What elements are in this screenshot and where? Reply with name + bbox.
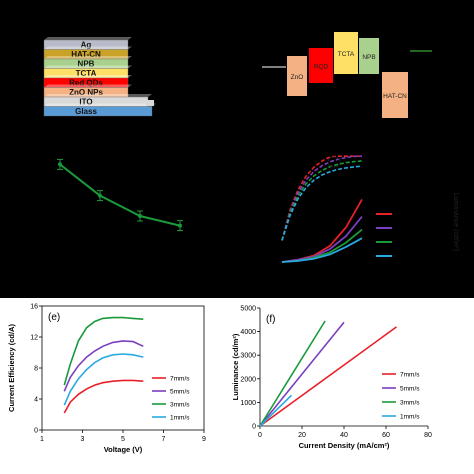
series-line xyxy=(259,321,345,427)
y-tick-label: 8 xyxy=(34,366,38,373)
stack-layer-top xyxy=(44,94,152,97)
y-tick-label: 1000 xyxy=(240,400,256,407)
series-line xyxy=(63,340,144,392)
energy-box xyxy=(309,48,333,83)
legend-label: 5mm/s xyxy=(170,389,190,396)
y-axis-label: Luminance (cd/m²) xyxy=(232,333,240,400)
energy-box xyxy=(334,32,358,74)
y-tick-label: 4 xyxy=(34,397,38,404)
energy-box-label: ZnO xyxy=(291,74,304,81)
middle-charts: Luminance (cd/m²) xyxy=(57,155,459,263)
legend-label: 5mm/s xyxy=(400,386,420,393)
series-line xyxy=(59,163,181,227)
energy-box xyxy=(287,56,307,96)
data-point xyxy=(98,193,102,198)
stack-layer-top xyxy=(44,56,132,59)
x-tick-label: 80 xyxy=(424,432,432,439)
x-tick-label: 0 xyxy=(258,432,262,439)
stack-layer-top xyxy=(44,84,132,88)
legend-label: 7mm/s xyxy=(400,372,420,379)
energy-box xyxy=(382,72,408,118)
y-tick-label: 5000 xyxy=(240,306,256,313)
y-tick-label: 16 xyxy=(30,304,38,311)
x-tick-label: 7 xyxy=(162,436,166,443)
stack-layer xyxy=(43,106,153,117)
series-dashed-line xyxy=(281,155,362,241)
series-line xyxy=(63,353,144,406)
plot-frame xyxy=(41,305,205,431)
series-dashed-line xyxy=(281,160,363,241)
legend-label: 3mm/s xyxy=(400,400,420,407)
stack-layer-label: ITO xyxy=(79,98,92,107)
y-tick-label: 12 xyxy=(30,335,38,342)
stack-layer-top xyxy=(44,103,156,107)
side-axis-label: Luminance (cd/m²) xyxy=(452,193,459,251)
series-line xyxy=(259,320,326,427)
x-tick-label: 40 xyxy=(340,432,348,439)
data-point xyxy=(138,214,142,218)
series-line xyxy=(281,237,363,263)
panel-e-bg xyxy=(0,298,232,474)
legend-label: 1mm/s xyxy=(170,415,190,422)
x-tick-label: 5 xyxy=(121,436,125,443)
series-line xyxy=(281,216,363,263)
chart-middle-left xyxy=(57,158,183,232)
series-line xyxy=(63,379,144,414)
stack-layer-top xyxy=(44,46,132,50)
y-tick-label: 0 xyxy=(252,424,256,431)
stack-layer-label: Glass xyxy=(75,107,97,116)
panel-f-bg xyxy=(232,298,474,474)
energy-box-label: RQD xyxy=(314,64,329,71)
y-tick-label: 2000 xyxy=(240,376,256,383)
y-tick-label: 0 xyxy=(34,428,38,435)
chart-middle-right xyxy=(281,155,392,263)
y-tick-label: 3000 xyxy=(240,353,256,360)
stack-layer-label: Red QDs xyxy=(69,79,103,88)
stack-layer-label: NPB xyxy=(78,60,95,69)
chart-f: 0 20 40 60 80 0 1000 2000 3000 4000 5000 Current De… xyxy=(232,306,432,451)
series-line xyxy=(259,326,397,427)
contact-tab xyxy=(146,100,154,106)
x-axis-label: Current Density (mA/cm²) xyxy=(299,441,390,450)
energy-box-label: TCTA xyxy=(338,51,355,58)
x-tick-label: 60 xyxy=(382,432,390,439)
energy-box-label: HAT-CN xyxy=(383,93,407,100)
energy-box-label: NPB xyxy=(362,54,375,61)
legend-label: 1mm/s xyxy=(400,414,420,421)
series-dashed-line xyxy=(281,165,363,241)
stack-layer-top xyxy=(44,37,132,40)
y-tick-label: 4000 xyxy=(240,329,256,336)
stack-layer-label: HAT-CN xyxy=(71,50,101,59)
stack-layer-label: Ag xyxy=(81,41,92,50)
data-point xyxy=(178,223,182,228)
series-line xyxy=(63,316,144,386)
x-tick-label: 1 xyxy=(40,436,44,443)
x-tick-label: 3 xyxy=(81,436,85,443)
x-axis-label: Voltage (V) xyxy=(104,445,143,454)
legend-label: 3mm/s xyxy=(170,402,190,409)
chart-e: 1 3 5 7 9 0 4 8 12 16 Voltage (V) Current Efficienc… xyxy=(7,304,206,455)
x-tick-label: 20 xyxy=(298,432,306,439)
data-point xyxy=(58,162,62,167)
x-tick-label: 9 xyxy=(202,436,206,443)
series-dashed-line xyxy=(281,155,363,241)
stack-layer-label: TCTA xyxy=(76,69,97,78)
stack-layer-top xyxy=(44,65,132,69)
panel-label: (e) xyxy=(48,312,60,323)
energy-level-diagram: ZnO RQD TCTA NPB HAT-CN xyxy=(262,32,432,118)
series-line xyxy=(259,394,293,427)
stack-layer-top xyxy=(44,75,132,78)
energy-box xyxy=(359,38,379,74)
annotation-circle xyxy=(327,156,341,168)
legend-label: 7mm/s xyxy=(170,376,190,383)
y-axis-label: Current Efficiency (cd/A) xyxy=(7,324,16,412)
stack-layer-label: ZnO NPs xyxy=(69,88,103,97)
panel-label: (f) xyxy=(266,314,275,325)
